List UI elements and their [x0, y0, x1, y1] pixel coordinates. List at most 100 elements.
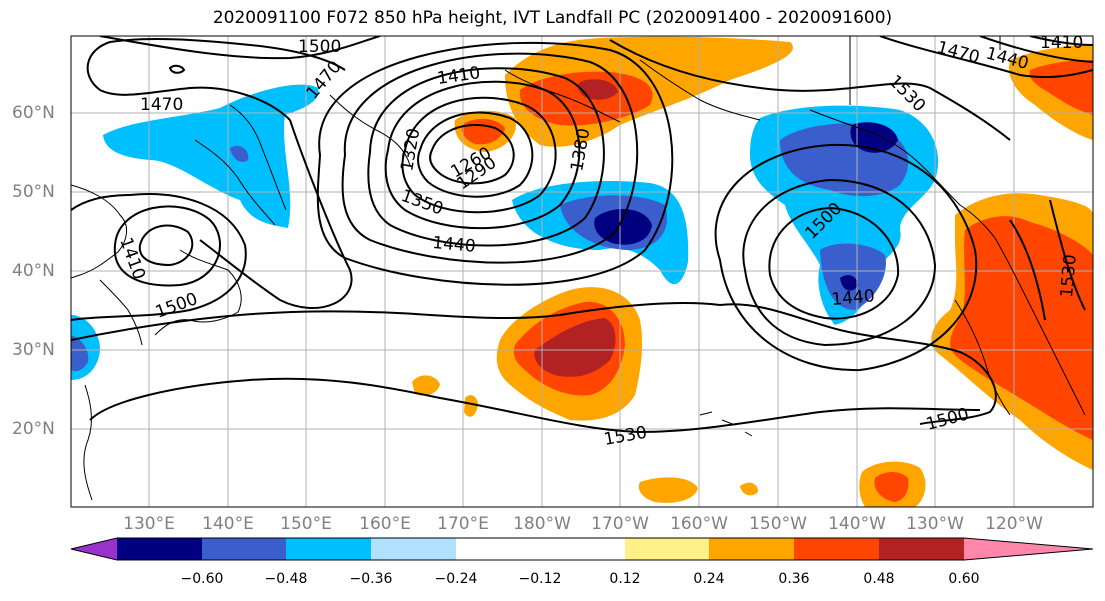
lon-label: 160°W: [670, 514, 728, 534]
blue-region-kamchatka: [103, 84, 319, 228]
blue-region-gulf-alaska-deep: [850, 122, 898, 153]
contour-label: 1530: [602, 423, 648, 450]
lat-label: 60°N: [12, 103, 55, 123]
contour-1470-west: [86, 38, 346, 121]
contour-1500-northeast: [1009, 219, 1046, 321]
lon-label: 120°W: [985, 514, 1043, 534]
blue-region-west-edge-mid: [71, 335, 89, 372]
contour-label: 1500: [153, 289, 200, 323]
contour-1470-northeast: [879, 36, 1093, 79]
colorbar-tick-label: 0.12: [609, 571, 641, 587]
contour-low-1260: [429, 124, 515, 185]
blue-region-kamchatka-inner: [230, 145, 249, 162]
colorbar-segment: [794, 538, 879, 560]
colorbar-segment: [540, 538, 625, 560]
contour-label: 1350: [398, 186, 445, 220]
contour-1500-japan: [71, 302, 721, 341]
orange-blob-south2: [740, 482, 758, 496]
contour-high-1440: [768, 206, 900, 320]
contour-low-1290: [417, 111, 534, 198]
figure-title: 2020091100 F072 850 hPa height, IVT Land…: [212, 8, 893, 28]
contour-high-1500: [714, 143, 978, 372]
contour-label: 1320: [397, 127, 424, 173]
height-contours: [71, 36, 1093, 434]
contour-low-1320: [401, 96, 557, 214]
lon-label: 160°E: [359, 514, 411, 534]
colorbar-segment: [202, 538, 286, 560]
lon-label: 170°W: [591, 514, 649, 534]
colorbar-segment: [371, 538, 456, 560]
colorbar-extend-max: [964, 538, 1093, 560]
deep-red-region-subtropical: [534, 318, 616, 377]
contour-label: 1470: [140, 95, 183, 115]
lon-label: 130°E: [123, 514, 175, 534]
colorbar-tick-label: −0.60: [180, 571, 224, 587]
red-region-southeast: [874, 472, 909, 502]
colorbar-segment: [456, 538, 540, 560]
map-panel: 1500 1470 1410 1440 1410 1530 1470 1320 …: [71, 33, 1093, 507]
colorbar-tick-label: 0.48: [863, 571, 895, 587]
contour-anticyclone-small: [168, 64, 186, 74]
orange-blob-small2: [464, 395, 478, 417]
lat-label: 50°N: [12, 182, 55, 202]
colorbar-segment: [879, 538, 964, 560]
contour-label: 1500: [298, 37, 341, 57]
deep-red-region-bering: [577, 79, 618, 100]
lon-label: 140°W: [828, 514, 886, 534]
blue-region-central-deep: [594, 208, 652, 245]
colorbar-tick-label: 0.36: [778, 571, 810, 587]
lon-label: 170°E: [437, 514, 489, 534]
contour-label: 1530: [1057, 254, 1081, 299]
contour-label: 1440: [831, 286, 876, 310]
blue-region-gulf-alaska-deep2: [840, 275, 858, 291]
contour-label: 1440: [432, 233, 477, 257]
colorbar-segment: [286, 538, 371, 560]
contour-label: 1410: [436, 63, 482, 89]
lat-label: 30°N: [12, 340, 55, 360]
orange-blob-small: [412, 375, 440, 396]
colorbar: [70, 537, 1094, 561]
contour-label: 1470: [935, 38, 982, 69]
red-region-west-coast: [950, 216, 1093, 440]
contour-1530-subtropical: [89, 377, 981, 434]
contour-label: 1410: [1040, 33, 1083, 53]
contour-japan-low-1410: [138, 224, 194, 267]
lon-label: 150°E: [280, 514, 332, 534]
contour-low-1380: [367, 67, 605, 247]
colorbar-tick-label: −0.12: [518, 571, 562, 587]
contour-1470-main: [199, 119, 353, 309]
colorbar-segment: [117, 538, 202, 560]
contour-1410-northeast: [1029, 36, 1093, 46]
colorbar-segment: [709, 538, 794, 560]
contour-label: 1440: [984, 44, 1031, 75]
lat-label: 20°N: [12, 419, 55, 439]
lon-label: 130°W: [906, 514, 964, 534]
colorbar-tick-label: 0.24: [693, 571, 725, 587]
contour-1500-east: [719, 303, 997, 425]
colorbar-tick-label: 0.60: [948, 571, 980, 587]
ivt-positive-shading: [412, 36, 1093, 507]
lon-label: 150°W: [749, 514, 807, 534]
colorbar-tick-label: −0.36: [349, 571, 393, 587]
contour-low-1350: [384, 80, 581, 230]
contour-high-1470: [742, 178, 937, 347]
map-frame: [70, 35, 1094, 508]
ivt-negative-shading: [71, 84, 939, 380]
contour-1530-east: [1049, 199, 1086, 311]
lon-label: 180°W: [513, 514, 571, 534]
lon-label: 140°E: [202, 514, 254, 534]
contour-low-1410: [341, 52, 639, 264]
contour-1440-northeast: [979, 36, 1093, 63]
contour-japan-low-1440: [113, 205, 221, 287]
contour-1530-north: [609, 39, 1011, 141]
contour-labels: 1500 1470 1410 1440 1410 1530 1470 1320 …: [115, 33, 1083, 450]
colorbar-segment: [625, 538, 709, 560]
contour-1470-japan: [71, 193, 247, 321]
colorbar-extend-min: [71, 538, 117, 560]
colorbar-tick-label: −0.24: [434, 571, 478, 587]
colorbar-tick-label: −0.48: [264, 571, 308, 587]
lat-label: 40°N: [12, 261, 55, 281]
orange-region-south: [638, 477, 698, 503]
contour-1500-north: [99, 36, 381, 60]
